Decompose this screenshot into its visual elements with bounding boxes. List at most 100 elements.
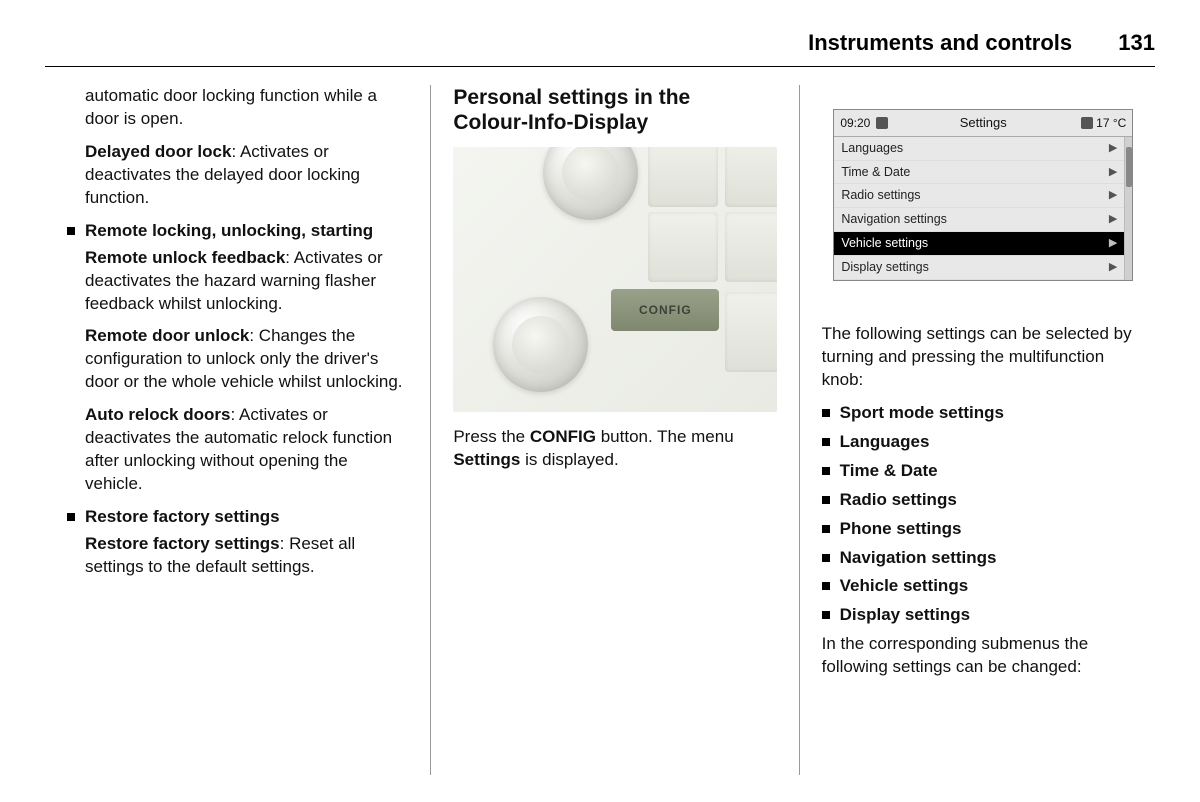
console-button-icon	[725, 212, 776, 282]
para-auto-lock: automatic door locking function while a …	[85, 85, 408, 131]
col2-heading: Personal settings in the Colour-Info-Dis…	[453, 85, 776, 135]
section-title: Instruments and controls	[808, 30, 1072, 55]
chevron-right-icon: ▶	[1109, 212, 1117, 227]
clock-icon	[876, 117, 888, 129]
bullet-remote-heading: Remote locking, unlocking, starting	[67, 220, 408, 243]
manual-page: Instruments and controls 131 automatic d…	[0, 0, 1200, 802]
lcd-time: 09:20	[840, 115, 887, 131]
square-bullet-icon	[67, 513, 75, 521]
remote-heading: Remote locking, unlocking, starting	[85, 220, 373, 243]
page-header: Instruments and controls 131	[45, 30, 1155, 67]
page-number: 131	[1118, 30, 1155, 55]
lcd-time-text: 09:20	[840, 116, 870, 130]
column-3: 09:20 Settings 17 °C Languages▶Time & Da…	[800, 85, 1155, 775]
rdu-term: Remote door unlock	[85, 326, 249, 345]
settings-bullet-label: Phone settings	[840, 518, 962, 541]
caption-config: CONFIG	[530, 427, 596, 446]
console-button-icon	[725, 147, 776, 207]
square-bullet-icon	[67, 227, 75, 235]
settings-bullet-label: Navigation settings	[840, 547, 997, 570]
column-2: Personal settings in the Colour-Info-Dis…	[430, 85, 799, 775]
chevron-right-icon: ▶	[1109, 236, 1117, 251]
settings-bullet-label: Languages	[840, 431, 930, 454]
lcd-menu-item: Vehicle settings ▶	[834, 232, 1124, 256]
lcd-item-label: Navigation settings	[841, 211, 947, 228]
heading-line1: Personal settings in the	[453, 86, 690, 109]
settings-bullet-list: Sport mode settings Languages Time & Date R…	[822, 402, 1145, 628]
caption-settings: Settings	[453, 450, 520, 469]
ard-term: Auto relock doors	[85, 405, 230, 424]
content-columns: automatic door locking function while a …	[45, 85, 1155, 775]
lcd-menu-list: Languages▶Time & Date▶Radio settings▶Nav…	[834, 137, 1124, 280]
settings-bullet-label: Time & Date	[840, 460, 938, 483]
settings-bullet-label: Radio settings	[840, 489, 957, 512]
dial-icon	[493, 297, 588, 392]
settings-bullet: Sport mode settings	[822, 402, 1145, 425]
lcd-menu-item: Languages ▶	[834, 137, 1124, 161]
para-auto-relock: Auto relock doors: Activates or deactiva…	[85, 404, 408, 496]
para-delayed-lock: Delayed door lock: Activates or deactiva…	[85, 141, 408, 210]
lcd-temp: 17 °C	[1079, 115, 1127, 131]
lcd-item-label: Vehicle settings	[841, 235, 928, 252]
restore-heading: Restore factory settings	[85, 506, 280, 529]
lcd-screen: 09:20 Settings 17 °C Languages▶Time & Da…	[833, 109, 1133, 281]
heading-line2: Colour-Info-Display	[453, 111, 648, 134]
settings-bullet: Radio settings	[822, 489, 1145, 512]
temp-icon	[1081, 117, 1093, 129]
lcd-item-label: Languages	[841, 140, 903, 157]
lcd-menu-item: Time & Date ▶	[834, 161, 1124, 185]
display-screenshot: 09:20 Settings 17 °C Languages▶Time & Da…	[822, 85, 1145, 305]
para-remote-door-unlock: Remote door unlock: Changes the configur…	[85, 325, 408, 394]
square-bullet-icon	[822, 438, 830, 446]
square-bullet-icon	[822, 525, 830, 533]
col3-tail: In the corresponding submenus the follow…	[822, 633, 1145, 679]
square-bullet-icon	[822, 496, 830, 504]
square-bullet-icon	[822, 611, 830, 619]
chevron-right-icon: ▶	[1109, 260, 1117, 275]
console-photo: CONFIG	[453, 147, 776, 412]
square-bullet-icon	[822, 409, 830, 417]
lcd-temp-text: 17 °C	[1096, 116, 1126, 130]
caption-pre: Press the	[453, 427, 530, 446]
scrollbar-thumb-icon	[1126, 147, 1132, 187]
caption-mid: button. The menu	[596, 427, 734, 446]
settings-bullet: Phone settings	[822, 518, 1145, 541]
restore-term: Restore factory settings	[85, 534, 280, 553]
lcd-header: 09:20 Settings 17 °C	[834, 110, 1132, 137]
console-button-icon	[648, 147, 718, 207]
chevron-right-icon: ▶	[1109, 188, 1117, 203]
config-button: CONFIG	[611, 289, 719, 331]
delayed-lock-term: Delayed door lock	[85, 142, 231, 161]
console-caption: Press the CONFIG button. The menu Settin…	[453, 426, 776, 472]
para-remote-unlock-feedback: Remote unlock feedback: Activates or dea…	[85, 247, 408, 316]
lcd-title: Settings	[960, 114, 1007, 132]
lcd-item-label: Display settings	[841, 259, 929, 276]
bullet-restore-heading: Restore factory settings	[67, 506, 408, 529]
dial-icon	[543, 147, 638, 220]
lcd-menu-item: Radio settings ▶	[834, 184, 1124, 208]
lcd-item-label: Radio settings	[841, 187, 920, 204]
square-bullet-icon	[822, 554, 830, 562]
lcd-menu-item: Display settings ▶	[834, 256, 1124, 280]
settings-bullet-label: Vehicle settings	[840, 575, 969, 598]
lcd-item-label: Time & Date	[841, 164, 910, 181]
chevron-right-icon: ▶	[1109, 141, 1117, 156]
caption-post: is displayed.	[520, 450, 618, 469]
col3-lead: The following settings can be selected b…	[822, 323, 1145, 392]
lcd-menu-item: Navigation settings ▶	[834, 208, 1124, 232]
settings-bullet: Languages	[822, 431, 1145, 454]
chevron-right-icon: ▶	[1109, 165, 1117, 180]
settings-bullet-label: Sport mode settings	[840, 402, 1004, 425]
settings-bullet-label: Display settings	[840, 604, 970, 627]
square-bullet-icon	[822, 467, 830, 475]
lcd-body: Languages▶Time & Date▶Radio settings▶Nav…	[834, 137, 1132, 280]
console-button-icon	[648, 212, 718, 282]
console-button-icon	[725, 292, 776, 372]
settings-bullet: Time & Date	[822, 460, 1145, 483]
square-bullet-icon	[822, 582, 830, 590]
settings-bullet: Vehicle settings	[822, 575, 1145, 598]
para-restore: Restore factory settings: Reset all sett…	[85, 533, 408, 579]
settings-bullet: Display settings	[822, 604, 1145, 627]
ruf-term: Remote unlock feedback	[85, 248, 285, 267]
settings-bullet: Navigation settings	[822, 547, 1145, 570]
